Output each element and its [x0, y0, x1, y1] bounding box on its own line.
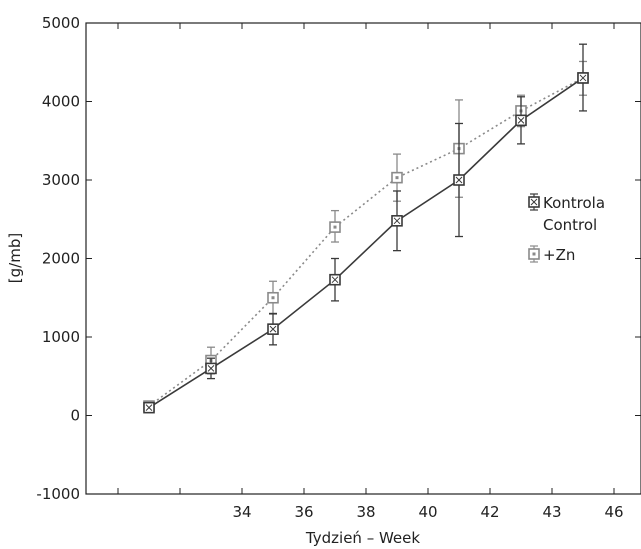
x-tick-label: 34: [232, 503, 251, 521]
marker-detail: [331, 276, 339, 284]
x-tick-label: 36: [294, 503, 313, 521]
x-axis: 34 36 38 40 42 43 46: [117, 23, 624, 521]
marker-detail: [269, 325, 277, 333]
series-line: [148, 77, 584, 409]
y-tick-label: 5000: [42, 14, 80, 32]
marker-detail: [333, 225, 337, 229]
marker-detail: [271, 296, 275, 300]
marker-detail: [455, 176, 463, 184]
x-tick-label: 43: [542, 503, 561, 521]
legend-label: Control: [543, 216, 597, 234]
y-tick-label: 4000: [42, 93, 80, 111]
y-tick-label: 2000: [42, 250, 80, 268]
y-axis: -1000 0 1000 2000 3000 4000 5000: [36, 14, 641, 503]
x-tick-label: 42: [480, 503, 499, 521]
marker-detail: [395, 176, 399, 180]
y-tick-label: 1000: [42, 328, 80, 346]
marker-detail: [145, 404, 153, 412]
x-axis-label: Tydzień – Week: [305, 529, 420, 547]
legend-marker-detail: [532, 252, 536, 256]
marker-detail: [517, 116, 525, 124]
y-tick-label: 3000: [42, 171, 80, 189]
x-tick-label: 46: [604, 503, 623, 521]
marker-detail: [579, 74, 587, 82]
legend-marker-detail: [530, 198, 538, 206]
x-tick-label: 40: [418, 503, 437, 521]
marker-detail: [393, 217, 401, 225]
y-tick-label: -1000: [36, 485, 80, 503]
series-0: [143, 43, 589, 414]
legend-label: +Zn: [543, 246, 575, 264]
x-tick-label: 38: [356, 503, 375, 521]
y-axis-label: [g/mb]: [6, 233, 24, 283]
y-tick-label: 0: [70, 407, 80, 425]
marker-detail: [207, 365, 215, 372]
series-layer: [143, 43, 589, 414]
series-line: [148, 77, 584, 407]
legend-label: Kontrola: [543, 194, 605, 212]
legend: Kontrola Control +Zn: [528, 193, 605, 264]
